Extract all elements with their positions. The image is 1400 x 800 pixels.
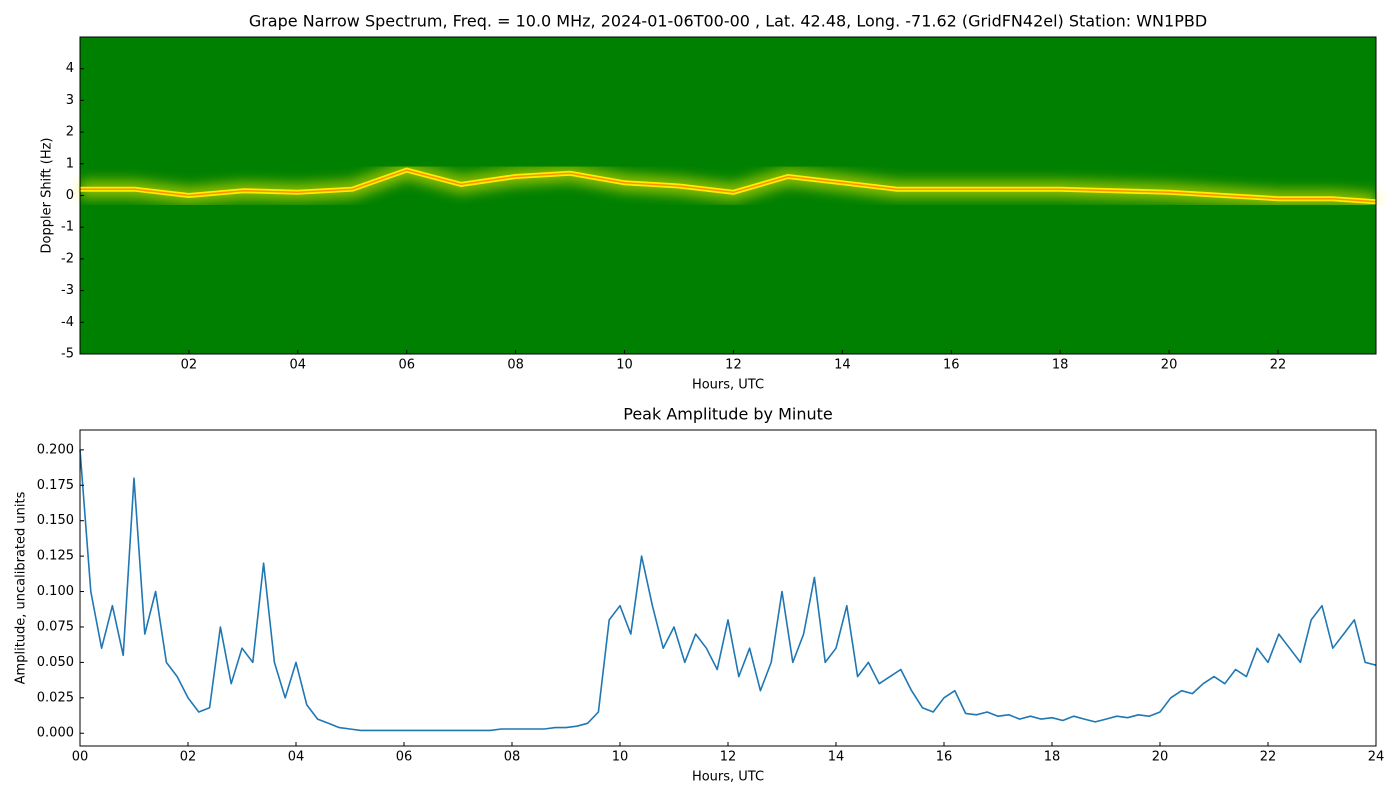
y-tick-label: 0.075 <box>37 619 74 634</box>
x-tick-label: 08 <box>507 358 524 373</box>
y-tick-label: 0.100 <box>37 584 74 599</box>
x-tick-label: 18 <box>1052 358 1069 373</box>
x-tick-label: 14 <box>834 358 851 373</box>
x-axis-label: Hours, UTC <box>692 378 764 393</box>
x-tick-label: 20 <box>1161 358 1178 373</box>
x-tick-label: 02 <box>180 750 197 765</box>
y-tick-label: 4 <box>66 61 74 76</box>
x-tick-label: 04 <box>290 358 307 373</box>
y-tick-label: -1 <box>61 220 74 235</box>
x-axis-label: Hours, UTC <box>692 770 764 785</box>
x-tick-label: 16 <box>936 750 953 765</box>
y-axis-label: Doppler Shift (Hz) <box>40 138 55 254</box>
y-tick-label: 1 <box>66 156 74 171</box>
x-tick-label: 04 <box>288 750 305 765</box>
y-tick-label: 0.025 <box>37 690 74 705</box>
y-tick-label: 0.150 <box>37 513 74 528</box>
x-tick-label: 12 <box>720 750 737 765</box>
doppler-core <box>80 169 1377 203</box>
y-tick-label: 2 <box>66 125 74 140</box>
x-tick-label: 20 <box>1152 750 1169 765</box>
plot-frame <box>79 429 1377 747</box>
x-tick-label: 18 <box>1044 750 1061 765</box>
y-tick-label: 0.175 <box>37 478 74 493</box>
chart-title: Peak Amplitude by Minute <box>623 405 833 424</box>
chart-title: Grape Narrow Spectrum, Freq. = 10.0 MHz,… <box>249 12 1207 31</box>
y-tick-label: 0 <box>66 188 74 203</box>
y-tick-label: -2 <box>61 251 74 266</box>
x-tick-label: 06 <box>398 358 415 373</box>
amplitude-line <box>79 449 1377 732</box>
y-tick-label: -3 <box>61 283 74 298</box>
x-tick-label: 14 <box>828 750 845 765</box>
y-axis-label: Amplitude, uncalibrated units <box>14 491 29 684</box>
x-tick-label: 10 <box>616 358 633 373</box>
y-tick-label: 3 <box>66 93 74 108</box>
x-tick-label: 00 <box>72 750 89 765</box>
y-tick-label: -4 <box>61 315 74 330</box>
x-tick-label: 22 <box>1270 358 1287 373</box>
y-tick-label: 0.050 <box>37 655 74 670</box>
x-tick-label: 02 <box>181 358 198 373</box>
x-tick-label: 12 <box>725 358 742 373</box>
y-tick-label: 0.200 <box>37 442 74 457</box>
x-tick-label: 24 <box>1368 750 1385 765</box>
x-tick-label: 16 <box>943 358 960 373</box>
x-tick-label: 22 <box>1260 750 1277 765</box>
y-tick-label: 0.125 <box>37 549 74 564</box>
x-tick-label: 08 <box>504 750 521 765</box>
y-tick-label: 0.000 <box>37 726 74 741</box>
y-tick-label: -5 <box>61 347 74 362</box>
x-tick-label: 10 <box>612 750 629 765</box>
x-tick-label: 06 <box>396 750 413 765</box>
